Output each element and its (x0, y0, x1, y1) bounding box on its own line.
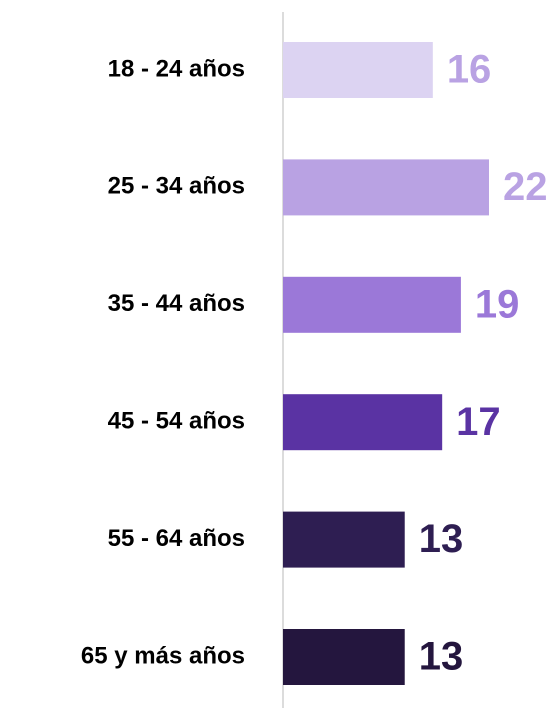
bar (283, 511, 405, 568)
value-label: 16 (447, 48, 492, 92)
category-label: 55 - 64 años (108, 525, 245, 552)
category-label: 35 - 44 años (108, 290, 245, 317)
bar (283, 394, 443, 451)
value-label: 13 (419, 635, 464, 679)
value-label: 17 (456, 400, 501, 444)
bar (283, 159, 489, 216)
category-label: 25 - 34 años (108, 173, 245, 200)
value-label: 13 (419, 517, 464, 561)
bar (283, 42, 433, 98)
bar (283, 276, 461, 333)
category-label: 18 - 24 años (108, 55, 245, 82)
value-label: 19 (475, 282, 519, 326)
category-label: 65 y más años (81, 642, 245, 669)
value-label: 22 (503, 165, 548, 209)
bar (283, 629, 405, 685)
category-label: 45 - 54 años (108, 408, 245, 435)
